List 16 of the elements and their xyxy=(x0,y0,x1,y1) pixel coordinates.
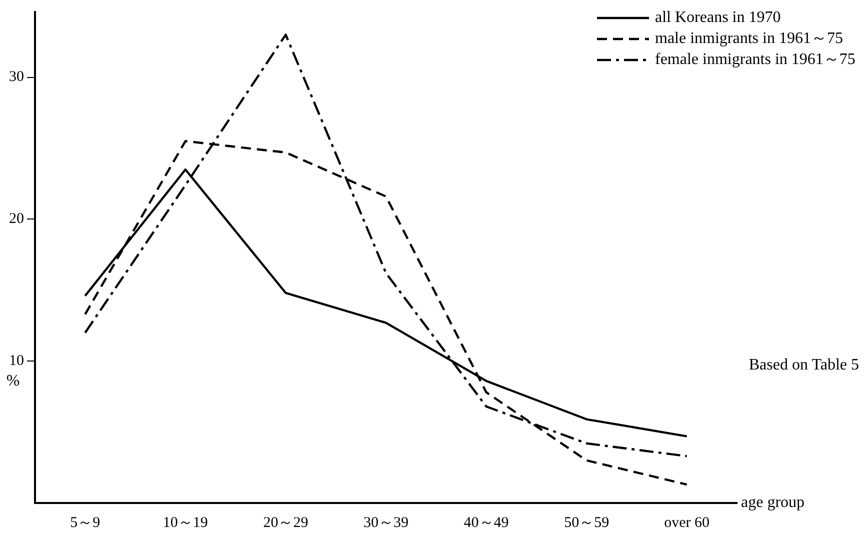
y-axis-title: % xyxy=(6,372,20,390)
legend-label: female inmigrants in 1961～75 xyxy=(655,51,856,68)
x-tick-label: 30～39 xyxy=(364,514,408,531)
y-tick-label: 20 xyxy=(9,211,24,228)
x-tick-label: over 60 xyxy=(664,514,710,531)
y-tick-label: 30 xyxy=(9,69,24,86)
y-tick-label: 10 xyxy=(9,353,24,370)
text: Based on Table 5 xyxy=(748,356,859,374)
x-tick-label: 5～9 xyxy=(70,514,100,531)
legend-label: male inmigrants in 1961～75 xyxy=(655,30,843,48)
x-tick-label: 20～29 xyxy=(263,514,308,531)
x-axis-title: age group xyxy=(741,494,805,512)
x-tick-label: 40～49 xyxy=(464,514,509,531)
legend-label: all Koreans in 1970 xyxy=(655,9,781,26)
x-tick-label: 10～19 xyxy=(162,514,208,531)
x-tick-label: 50～59 xyxy=(564,514,610,531)
